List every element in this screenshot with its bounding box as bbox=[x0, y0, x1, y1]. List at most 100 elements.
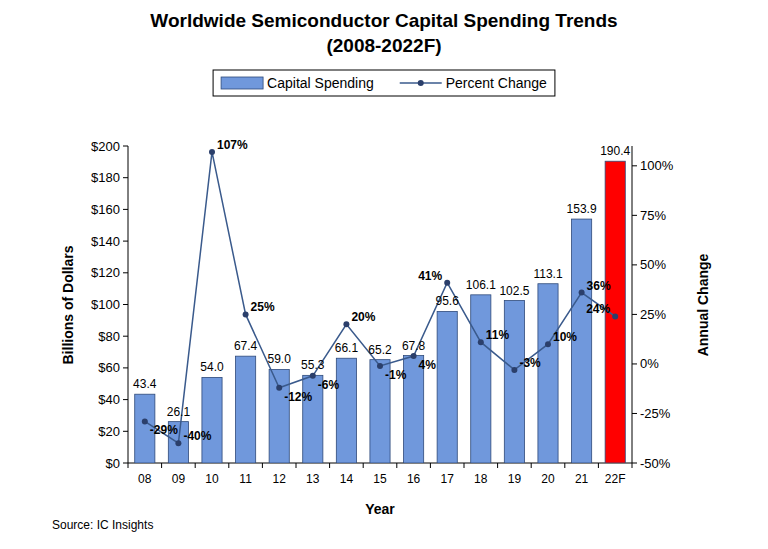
marker bbox=[579, 290, 585, 296]
x-tick-label: 09 bbox=[172, 472, 186, 486]
y2-tick-label: -50% bbox=[640, 456, 671, 471]
y-tick-label: $40 bbox=[98, 392, 120, 407]
x-tick bbox=[363, 463, 364, 468]
y2-tick bbox=[632, 413, 637, 414]
y-tick bbox=[123, 367, 128, 368]
y2-tick bbox=[632, 215, 637, 216]
x-tick bbox=[632, 463, 633, 468]
bar-label: 113.1 bbox=[533, 267, 562, 281]
y-tick bbox=[123, 399, 128, 400]
x-tick bbox=[195, 463, 196, 468]
legend-marker bbox=[418, 80, 424, 86]
bar-label: 65.2 bbox=[368, 343, 392, 357]
marker bbox=[545, 341, 551, 347]
marker bbox=[612, 313, 618, 319]
line-label: -29% bbox=[150, 423, 178, 437]
line-label: -1% bbox=[385, 368, 407, 382]
y-tick bbox=[123, 146, 128, 147]
marker bbox=[209, 149, 215, 155]
line-label: 107% bbox=[217, 138, 248, 152]
y-axis-title: Billions of Dollars bbox=[60, 245, 76, 364]
y-tick-label: $180 bbox=[91, 170, 120, 185]
y-tick bbox=[123, 209, 128, 210]
y2-tick bbox=[632, 314, 637, 315]
x-tick bbox=[531, 463, 532, 468]
bar bbox=[538, 284, 558, 463]
y2-axis-line bbox=[632, 146, 633, 463]
line bbox=[145, 152, 615, 443]
bar-label: 95.6 bbox=[436, 294, 460, 308]
x-tick-label: 15 bbox=[373, 472, 387, 486]
x-tick-label: 22F bbox=[605, 472, 626, 486]
bar-label: 43.4 bbox=[133, 377, 157, 391]
marker bbox=[411, 353, 417, 359]
y2-tick bbox=[632, 463, 637, 464]
x-tick bbox=[128, 463, 129, 468]
marker bbox=[142, 418, 148, 424]
x-tick bbox=[464, 463, 465, 468]
y2-tick-label: 100% bbox=[640, 158, 674, 173]
legend-item: Capital Spending bbox=[221, 75, 374, 91]
legend-frame bbox=[213, 70, 555, 96]
x-tick-label: 14 bbox=[340, 472, 354, 486]
bar-label: 55.3 bbox=[301, 358, 325, 372]
bar-label: 26.1 bbox=[167, 405, 191, 419]
x-tick bbox=[161, 463, 162, 468]
title: Worldwide Semiconductor Capital Spending… bbox=[150, 10, 617, 31]
y-tick bbox=[123, 272, 128, 273]
bar-label: 54.0 bbox=[200, 360, 224, 374]
line-label: -6% bbox=[318, 378, 340, 392]
x-tick bbox=[396, 463, 397, 468]
y2-tick-label: 75% bbox=[640, 208, 666, 223]
x-tick bbox=[262, 463, 263, 468]
x-tick-label: 17 bbox=[441, 472, 455, 486]
source-note: Source: IC Insights bbox=[52, 518, 153, 532]
y-tick bbox=[123, 431, 128, 432]
line-label: 41% bbox=[418, 269, 442, 283]
x-tick-label: 08 bbox=[138, 472, 152, 486]
marker bbox=[478, 339, 484, 345]
bar-label: 106.1 bbox=[466, 278, 496, 292]
bar-label: 190.4 bbox=[600, 144, 630, 158]
bar bbox=[269, 369, 289, 463]
x-tick bbox=[598, 463, 599, 468]
x-tick-label: 18 bbox=[474, 472, 488, 486]
y-tick bbox=[123, 177, 128, 178]
x-tick-label: 11 bbox=[239, 472, 252, 486]
legend-item: Percent Change bbox=[400, 75, 547, 91]
legend-label: Percent Change bbox=[446, 75, 547, 91]
line-label: 36% bbox=[587, 279, 611, 293]
marker bbox=[276, 385, 282, 391]
marker bbox=[175, 440, 181, 446]
x-tick-label: 10 bbox=[205, 472, 219, 486]
data-labels: 43.426.154.067.459.055.366.165.267.895.6… bbox=[133, 138, 630, 443]
legend-label: Capital Spending bbox=[267, 75, 374, 91]
bar-label: 153.9 bbox=[567, 202, 597, 216]
y-tick bbox=[123, 463, 128, 464]
x-tick bbox=[296, 463, 297, 468]
bar bbox=[236, 356, 256, 463]
marker bbox=[377, 363, 383, 369]
y2-tick-label: -25% bbox=[640, 406, 671, 421]
y2-tick bbox=[632, 264, 637, 265]
y2-tick-label: 25% bbox=[640, 307, 666, 322]
line-label: 25% bbox=[251, 300, 275, 314]
y2-tick-label: 50% bbox=[640, 257, 666, 272]
bar bbox=[437, 311, 457, 463]
line-label: -40% bbox=[183, 429, 211, 443]
y-tick bbox=[123, 336, 128, 337]
legend: Capital Spending Percent Change bbox=[213, 70, 555, 96]
line-label: 4% bbox=[419, 358, 437, 372]
bar bbox=[336, 358, 356, 463]
y2-tick-label: 0% bbox=[640, 356, 659, 371]
x-tick-label: 21 bbox=[575, 472, 589, 486]
line-label: 10% bbox=[553, 330, 577, 344]
y-tick-label: $60 bbox=[98, 360, 120, 375]
line-label: -12% bbox=[284, 390, 312, 404]
line-label: 11% bbox=[486, 328, 510, 342]
x-tick-label: 12 bbox=[273, 472, 287, 486]
bar-label: 67.4 bbox=[234, 339, 258, 353]
y2-tick bbox=[632, 363, 637, 364]
x-tick bbox=[329, 463, 330, 468]
marker bbox=[343, 321, 349, 327]
